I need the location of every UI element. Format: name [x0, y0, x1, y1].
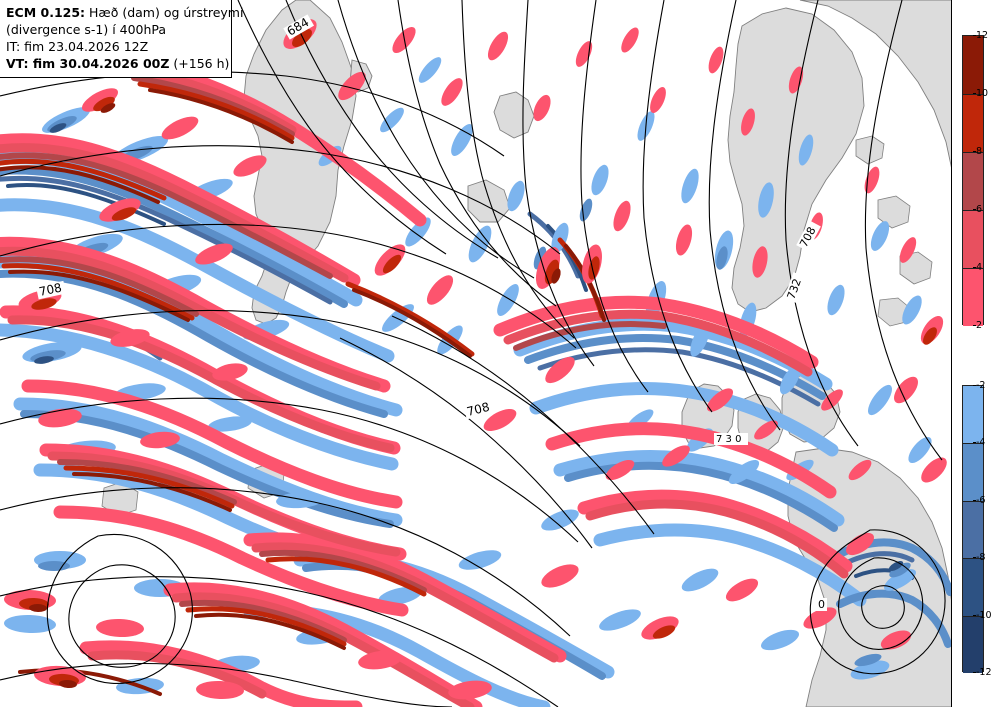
colorbar-negative-segment	[963, 500, 983, 559]
contour-label: 0	[816, 598, 827, 611]
colorbar-negative-segment	[963, 615, 983, 673]
colorbar-positive-segment	[963, 36, 983, 94]
colorbar-divergence-negative	[962, 385, 984, 673]
map-panel[interactable]: 684 708 708 708	[0, 0, 952, 707]
chart-title-box: ECM 0.125: Hæð (dam) og úrstreymi (diver…	[0, 0, 243, 78]
colorbar-negative-tick: -12	[973, 668, 998, 677]
svg-text:708: 708	[465, 400, 491, 419]
colorbar-positive-tick: 2	[973, 321, 998, 330]
colorbar-negative-segment	[963, 558, 983, 616]
colorbar-positive-tick: 8	[973, 147, 998, 156]
map-canvas: 684 708 708 708	[0, 0, 951, 707]
colorbar-negative-tick: -2	[973, 381, 998, 390]
svg-text:0: 0	[818, 598, 825, 611]
lead-time-label: (+156 h)	[173, 56, 230, 71]
init-time-label: IT: fim 23.04.2026 12Z	[6, 39, 149, 54]
contour-label: 708	[35, 280, 67, 300]
colorbar-positive-tick: 6	[973, 205, 998, 214]
title-line-field: ECM 0.125: Hæð (dam) og úrstreymi	[6, 4, 243, 21]
colorbar-negative-tick: -4	[973, 438, 998, 448]
divergence-field	[0, 19, 951, 707]
height-contours	[0, 0, 946, 707]
contour-label-layer: 684 708 708 708	[35, 14, 827, 611]
contour-label: 7 3 0	[714, 433, 748, 445]
colorbar-positive-tick: 4	[973, 263, 998, 272]
colorbar-divergence-positive	[962, 35, 984, 326]
title-line-valid: VT: fim 30.04.2026 00Z (+156 h)	[6, 55, 229, 72]
svg-text:708: 708	[38, 280, 63, 298]
colorbar-positive-segment	[963, 210, 983, 268]
colorbar-positive-tick: 10	[973, 89, 998, 98]
contour-label: 708	[463, 400, 494, 420]
colorbar-negative-segment	[963, 443, 983, 501]
colorbar-zone: 12 10 8 6 4 2 -2 -4 -6 -8 -10 -12	[953, 0, 1000, 707]
field-subtitle: (divergence s-1) í 400hPa	[6, 22, 167, 37]
colorbar-positive-segment	[963, 94, 983, 152]
valid-time-label: VT: fim 30.04.2026 00Z	[6, 56, 170, 71]
model-label: ECM 0.125:	[6, 5, 86, 20]
colorbar-negative-tick: -6	[973, 496, 998, 505]
svg-text:7 3 0: 7 3 0	[716, 434, 741, 445]
field-title: Hæð (dam) og úrstreymi	[89, 5, 244, 20]
colorbar-negative-segment	[963, 386, 983, 444]
colorbar-negative-tick: -8	[973, 553, 998, 562]
colorbar-positive-segment	[963, 152, 983, 210]
colorbar-positive-tick: 12	[973, 31, 998, 40]
colorbar-positive-segment	[963, 268, 983, 326]
colorbar-negative-tick: -10	[973, 610, 998, 620]
